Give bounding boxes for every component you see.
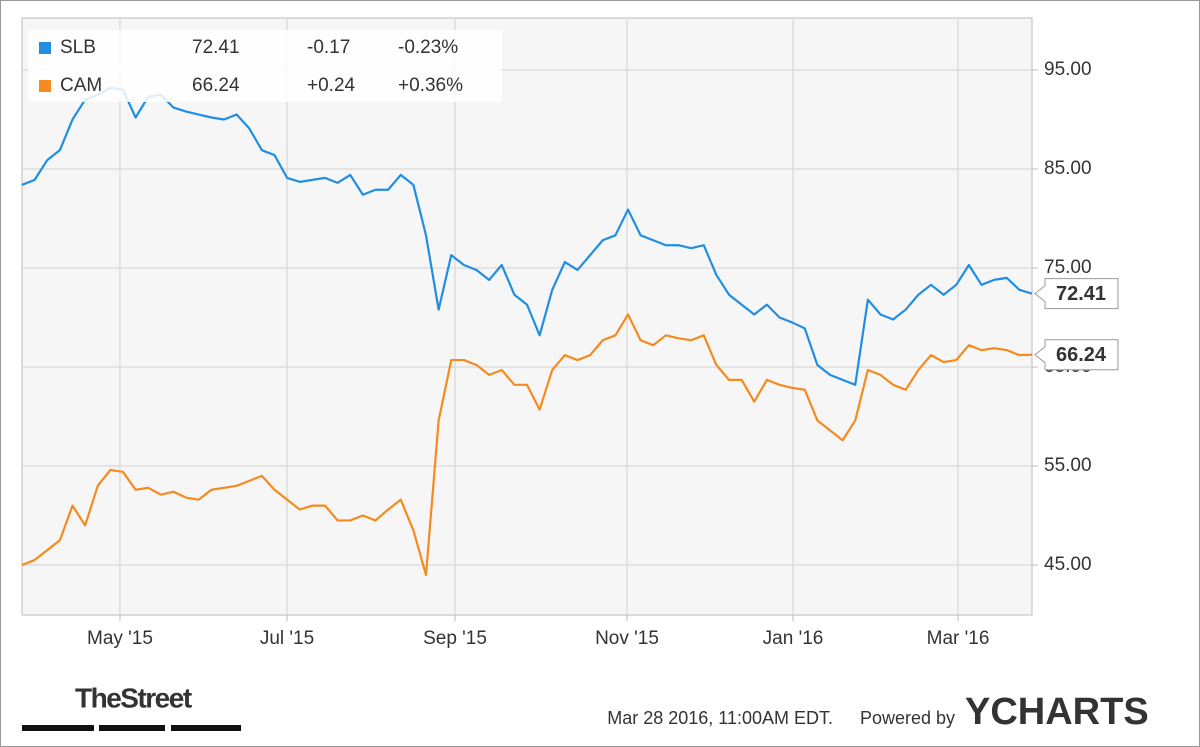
y-tick-label: 45.00	[1044, 554, 1092, 575]
x-tick-label: Jan '16	[763, 628, 824, 649]
logo-bar	[22, 725, 94, 731]
legend-label: CAM	[60, 75, 102, 96]
end-label: 66.24	[1056, 344, 1107, 366]
x-tick-label: May '15	[87, 628, 153, 649]
legend-last: 72.41	[192, 37, 240, 58]
series-line	[21, 86, 1033, 386]
legend-last: 66.24	[192, 75, 240, 96]
logo-bar	[99, 725, 165, 731]
end-label-box	[1034, 278, 1119, 310]
y-tick-label: 95.00	[1044, 59, 1092, 80]
logo: TheStreet	[75, 682, 192, 713]
legend-change: -0.17	[307, 37, 350, 58]
legend-label: SLB	[60, 37, 96, 58]
legend-change-pct: +0.36%	[398, 75, 463, 96]
end-label-box	[1034, 339, 1119, 371]
y-tick-label: 75.00	[1044, 257, 1092, 278]
legend-swatch	[39, 80, 51, 92]
x-tick-label: Sep '15	[423, 628, 487, 649]
brand: YCHARTS	[965, 691, 1149, 733]
y-tick-label: 85.00	[1044, 158, 1092, 179]
legend-change-pct: -0.23%	[398, 37, 458, 58]
legend-change: +0.24	[307, 75, 356, 96]
end-label: 72.41	[1056, 283, 1106, 305]
logo-bar	[171, 725, 241, 731]
series-line	[21, 313, 1033, 577]
x-tick-label: Nov '15	[595, 628, 659, 649]
x-tick-label: Jul '15	[260, 628, 314, 649]
timestamp: Mar 28 2016, 11:00AM EDT.	[607, 708, 833, 728]
x-tick-label: Mar '16	[927, 628, 990, 649]
plot-area	[21, 17, 1033, 616]
credit: Powered by	[860, 708, 955, 728]
y-tick-label: 55.00	[1044, 455, 1092, 476]
legend-swatch	[39, 42, 51, 54]
legend-box	[28, 30, 502, 102]
